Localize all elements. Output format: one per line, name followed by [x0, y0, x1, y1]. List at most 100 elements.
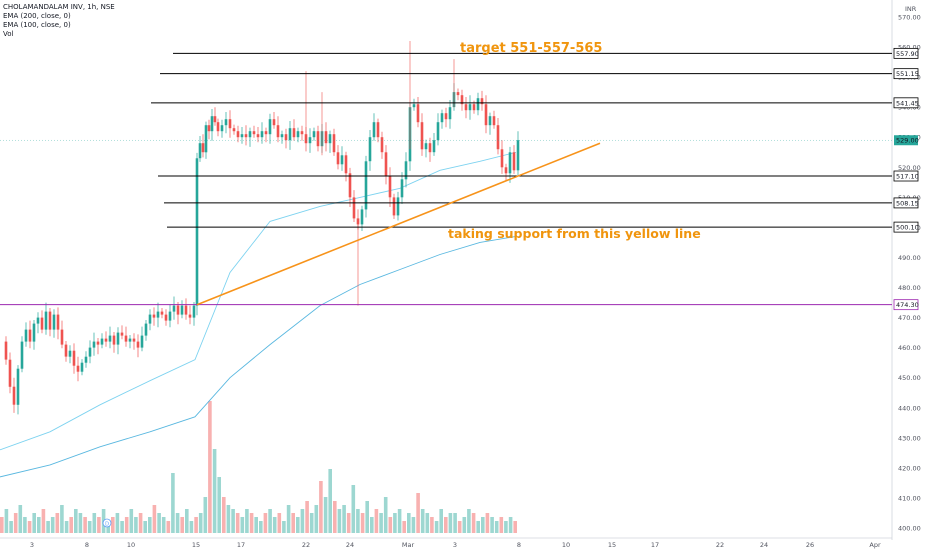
- level-tag: 517.10: [896, 173, 919, 181]
- candle-body: [492, 116, 496, 126]
- candle-body: [172, 305, 176, 312]
- volume-bar: [134, 517, 138, 533]
- x-tick-label: 24: [346, 541, 354, 549]
- volume-bar: [245, 509, 249, 533]
- volume-bar: [494, 521, 499, 533]
- candle-body: [198, 143, 202, 159]
- candle-body: [76, 365, 80, 372]
- candle-body: [260, 131, 264, 138]
- candle-body: [252, 131, 256, 135]
- volume-bar: [268, 509, 272, 533]
- candle-body: [216, 122, 220, 132]
- volume-bar: [309, 513, 314, 533]
- y-tick-label: 560.00: [898, 44, 921, 52]
- support-trendline: [196, 142, 601, 306]
- candle-body: [168, 311, 172, 321]
- candle-body: [340, 155, 344, 165]
- volume-bar: [4, 509, 9, 533]
- y-tick-label: 450.00: [898, 374, 921, 382]
- volume-bar: [333, 501, 337, 533]
- volume-bar: [212, 449, 217, 533]
- volume-bar: [194, 517, 198, 533]
- candle-body: [210, 116, 214, 132]
- candle-body: [204, 125, 208, 153]
- volume-bar: [198, 513, 203, 533]
- purple-level-tag: 474.30: [896, 301, 919, 309]
- candle-body: [440, 113, 444, 123]
- dividend-marker-label: D: [105, 522, 109, 528]
- volume-bar: [143, 521, 147, 533]
- volume-bar: [296, 517, 300, 533]
- candle-body: [44, 311, 48, 330]
- candle-body: [112, 335, 116, 345]
- candle-body: [156, 311, 160, 318]
- indicator-ema200: EMA (200, close, 0): [3, 12, 71, 20]
- candle-body: [40, 317, 44, 330]
- volume-bar: [351, 485, 356, 533]
- candle-body: [460, 95, 464, 105]
- x-tick-label: 8: [85, 541, 89, 549]
- volume-bar: [370, 517, 374, 533]
- candle-body: [296, 131, 300, 138]
- y-tick-label: 520.00: [898, 164, 921, 172]
- indicator-vol: Vol: [3, 30, 14, 38]
- volume-bar: [161, 517, 166, 533]
- indicator-ema100: EMA (100, close, 0): [3, 21, 71, 29]
- volume-bar: [74, 509, 78, 533]
- candle-body: [213, 116, 217, 123]
- candle-body: [396, 197, 400, 216]
- volume-bar: [166, 521, 171, 533]
- candle-body: [176, 305, 180, 315]
- level-tag: 500.10: [896, 224, 919, 232]
- annotation-target: target 551-557-565: [460, 41, 602, 56]
- y-tick-label: 460.00: [898, 344, 921, 352]
- volume-bar: [342, 505, 346, 533]
- candle-body: [376, 122, 380, 138]
- x-tick-label: 17: [651, 541, 659, 549]
- volume-bar: [97, 517, 101, 533]
- candle-body: [228, 119, 232, 129]
- candle-body: [248, 131, 252, 138]
- candle-body: [144, 323, 148, 336]
- volume-bar: [124, 517, 129, 533]
- x-tick-label: 8: [517, 541, 521, 549]
- volume-bar: [300, 509, 305, 533]
- volume-bar: [226, 505, 231, 533]
- volume-bar: [46, 521, 50, 533]
- volume-bar: [41, 509, 46, 533]
- volume-bar: [69, 517, 73, 533]
- volume-bar: [152, 505, 157, 533]
- volume-bar: [305, 501, 309, 533]
- candle-body: [224, 119, 228, 126]
- candle-body: [36, 317, 40, 324]
- candle-body: [368, 137, 372, 162]
- volume-bar: [157, 513, 161, 533]
- candle-body: [404, 161, 408, 180]
- candle-body: [468, 104, 472, 111]
- candle-body: [92, 341, 96, 348]
- y-tick-label: 570.00: [898, 14, 921, 22]
- volume-bar: [286, 505, 291, 533]
- volume-bar: [249, 513, 254, 533]
- volume-bar: [171, 473, 175, 533]
- candle-body: [140, 335, 144, 348]
- purple-level-tag-bg: [893, 299, 919, 311]
- candle-body: [380, 137, 384, 153]
- candle-body: [412, 104, 416, 108]
- candle-body: [348, 173, 352, 198]
- candle-body: [12, 386, 16, 405]
- volume-bar: [411, 517, 416, 533]
- candle-body: [436, 122, 440, 141]
- candle-body: [60, 329, 64, 345]
- volume-bar: [504, 521, 508, 533]
- candle-body: [472, 104, 476, 111]
- candle-body: [336, 152, 340, 165]
- candle-body: [504, 167, 508, 174]
- volume-bar: [32, 513, 36, 533]
- currency-label: INR: [905, 5, 917, 13]
- level-tag: 551.15: [896, 70, 919, 78]
- volume-bar: [129, 509, 134, 533]
- volume-bar: [499, 517, 504, 533]
